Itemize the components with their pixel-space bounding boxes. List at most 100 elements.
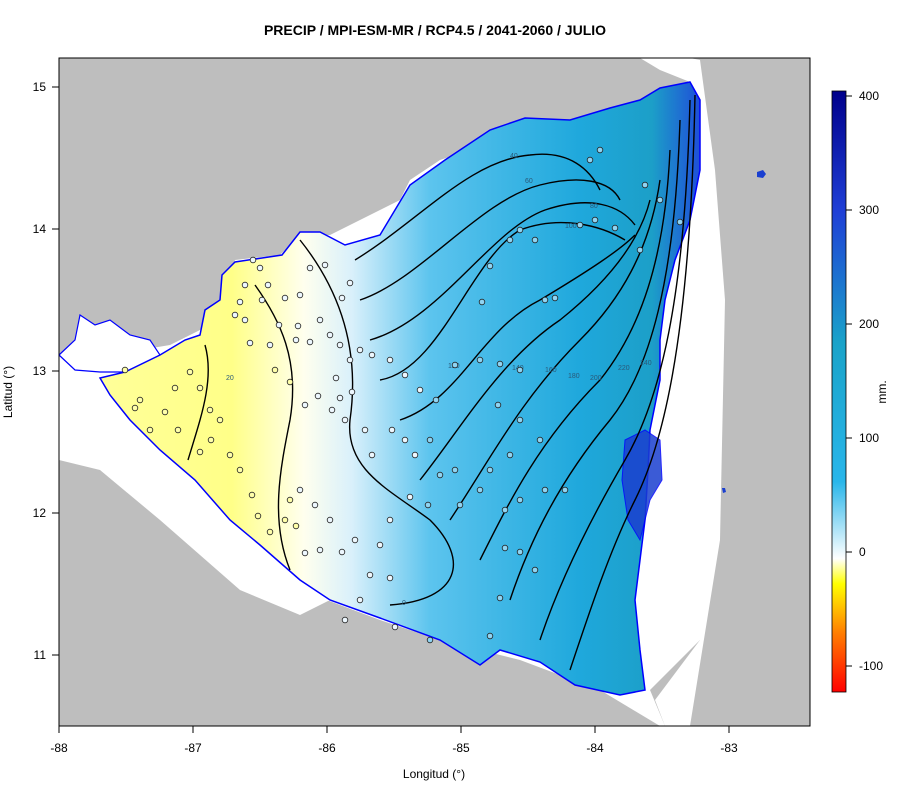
station-marker <box>356 596 364 604</box>
station-marker <box>591 216 599 224</box>
station-marker <box>207 436 215 444</box>
x-axis-label: Longitud (°) <box>403 767 465 781</box>
station-marker <box>386 356 394 364</box>
pacific-sea <box>59 380 330 615</box>
station-marker <box>494 401 502 409</box>
station-marker <box>406 493 414 501</box>
station-marker <box>516 416 524 424</box>
nicaragua-precip-field <box>98 81 701 696</box>
station-marker <box>368 351 376 359</box>
station-marker <box>496 594 504 602</box>
east-gray-region <box>650 58 810 726</box>
station-marker <box>286 496 294 504</box>
station-marker <box>275 321 283 329</box>
contour-line <box>509 119 681 601</box>
station-marker <box>531 566 539 574</box>
station-marker <box>336 394 344 402</box>
station-marker <box>311 501 319 509</box>
station-marker <box>226 451 234 459</box>
contour-line <box>449 179 661 521</box>
station-marker <box>231 311 239 319</box>
station-marker <box>586 156 594 164</box>
contour-label: 200 <box>590 375 602 382</box>
contour-line <box>354 153 601 261</box>
station-marker <box>611 224 619 232</box>
station-marker <box>401 371 409 379</box>
station-marker <box>326 331 334 339</box>
colorbar-tick-label: -100 <box>859 659 883 673</box>
station-marker <box>451 466 459 474</box>
x-tick-label: -83 <box>720 741 738 755</box>
station-marker <box>576 221 584 229</box>
contour-line <box>254 284 294 571</box>
station-marker <box>121 366 129 374</box>
station-marker <box>306 264 314 272</box>
station-marker <box>196 448 204 456</box>
station-marker <box>266 341 274 349</box>
station-marker <box>456 501 464 509</box>
station-marker <box>306 338 314 346</box>
station-marker <box>641 181 649 189</box>
station-marker <box>676 218 684 226</box>
station-marker <box>656 196 664 204</box>
contour-line <box>479 149 671 561</box>
station-marker <box>346 356 354 364</box>
station-marker <box>391 623 399 631</box>
contour-line <box>187 344 209 461</box>
station-marker <box>196 384 204 392</box>
contour-label: 240 <box>640 360 652 367</box>
contour-line <box>299 239 455 606</box>
station-marker <box>386 516 394 524</box>
station-marker <box>386 574 394 582</box>
station-marker <box>171 384 179 392</box>
y-axis: 15 14 13 12 11 Latitud (°) <box>1 80 60 662</box>
station-marker <box>292 522 300 530</box>
station-marker <box>301 401 309 409</box>
station-marker <box>296 291 304 299</box>
contour-label: 80 <box>590 203 598 210</box>
station-marker <box>356 346 364 354</box>
station-marker <box>348 388 356 396</box>
station-marker <box>258 296 266 304</box>
station-marker <box>264 281 272 289</box>
station-marker <box>256 264 264 272</box>
station-marker <box>316 316 324 324</box>
station-marker <box>321 261 329 269</box>
station-marker <box>351 536 359 544</box>
station-marker <box>338 548 346 556</box>
station-marker <box>336 341 344 349</box>
station-marker <box>432 396 440 404</box>
contour-label: 40 <box>510 153 518 160</box>
x-tick-label: -87 <box>184 741 202 755</box>
station-marker <box>338 294 346 302</box>
costa-rica-land <box>59 440 660 726</box>
contour-label: 220 <box>618 365 630 372</box>
station-marker <box>266 528 274 536</box>
station-marker <box>426 636 434 644</box>
x-tick-label: -86 <box>318 741 336 755</box>
station-marker <box>328 406 336 414</box>
station-marker <box>476 356 484 364</box>
station-marker <box>486 262 494 270</box>
station-marker <box>241 281 249 289</box>
x-tick-label: -84 <box>586 741 604 755</box>
station-marker <box>478 298 486 306</box>
station-marker <box>486 466 494 474</box>
station-marker <box>401 436 409 444</box>
colorbar-tick-label: 100 <box>859 431 879 445</box>
station-marker <box>131 404 139 412</box>
station-marker <box>496 360 504 368</box>
station-marker <box>411 451 419 459</box>
station-marker <box>296 486 304 494</box>
honduras-land <box>59 58 700 360</box>
station-marker <box>416 386 424 394</box>
contour-lines <box>187 94 696 671</box>
station-marker <box>486 632 494 640</box>
station-marker <box>281 294 289 302</box>
contour-label: 20 <box>226 375 234 382</box>
station-marker <box>341 616 349 624</box>
station-marker <box>206 406 214 414</box>
station-marker <box>236 466 244 474</box>
